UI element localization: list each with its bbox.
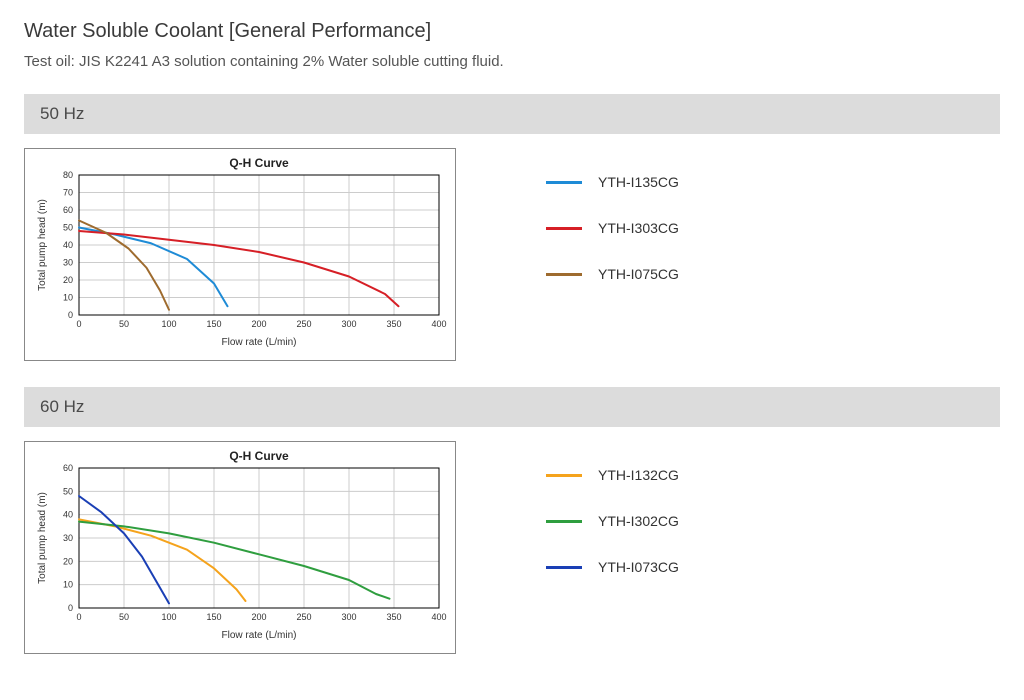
svg-text:50: 50: [119, 612, 129, 622]
legend-swatch: [546, 474, 582, 477]
svg-text:50: 50: [63, 486, 73, 496]
legend-item: YTH-I303CG: [546, 220, 679, 236]
svg-text:Flow rate (L/min): Flow rate (L/min): [221, 337, 296, 348]
legend: YTH-I135CG YTH-I303CG YTH-I075CG: [546, 148, 679, 282]
legend-swatch: [546, 181, 582, 184]
svg-text:Flow rate (L/min): Flow rate (L/min): [221, 630, 296, 641]
svg-text:80: 80: [63, 170, 73, 180]
qh-curve-chart: 0 50 100 150 200 250 300 350 400 0 10 20 30 40 50 60 70 8…: [24, 148, 456, 361]
frequency-header: 60 Hz: [24, 387, 1000, 427]
svg-text:20: 20: [63, 275, 73, 285]
svg-text:10: 10: [63, 580, 73, 590]
svg-text:50: 50: [119, 319, 129, 329]
svg-text:400: 400: [431, 612, 446, 622]
svg-text:200: 200: [251, 319, 266, 329]
svg-text:0: 0: [68, 310, 73, 320]
legend-item: YTH-I075CG: [546, 266, 679, 282]
svg-text:20: 20: [63, 556, 73, 566]
svg-text:30: 30: [63, 258, 73, 268]
svg-text:0: 0: [68, 603, 73, 613]
legend-swatch: [546, 273, 582, 276]
test-oil-text: Test oil: JIS K2241 A3 solution containi…: [24, 53, 1000, 70]
svg-text:150: 150: [206, 612, 221, 622]
panel-row: 0 50 100 150 200 250 300 350 400 0 10 20 30 40 50 60 70 8…: [24, 148, 1000, 361]
svg-text:300: 300: [341, 612, 356, 622]
svg-text:0: 0: [76, 319, 81, 329]
legend-label: YTH-I303CG: [598, 220, 679, 236]
svg-text:150: 150: [206, 319, 221, 329]
legend-swatch: [546, 520, 582, 523]
legend-item: YTH-I073CG: [546, 559, 679, 575]
legend-label: YTH-I132CG: [598, 467, 679, 483]
svg-text:10: 10: [63, 293, 73, 303]
svg-text:250: 250: [296, 612, 311, 622]
legend-swatch: [546, 566, 582, 569]
svg-text:100: 100: [161, 319, 176, 329]
svg-text:350: 350: [386, 612, 401, 622]
svg-text:60: 60: [63, 205, 73, 215]
legend: YTH-I132CG YTH-I302CG YTH-I073CG: [546, 441, 679, 575]
legend-item: YTH-I135CG: [546, 174, 679, 190]
panel-row: 0 50 100 150 200 250 300 350 400 0 10 20 30 40 50 60 Q-H…: [24, 441, 1000, 654]
legend-swatch: [546, 227, 582, 230]
svg-text:70: 70: [63, 188, 73, 198]
svg-text:200: 200: [251, 612, 266, 622]
qh-curve-chart: 0 50 100 150 200 250 300 350 400 0 10 20 30 40 50 60 Q-H…: [24, 441, 456, 654]
svg-text:300: 300: [341, 319, 356, 329]
svg-text:60: 60: [63, 463, 73, 473]
svg-text:0: 0: [76, 612, 81, 622]
legend-label: YTH-I302CG: [598, 513, 679, 529]
legend-label: YTH-I135CG: [598, 174, 679, 190]
svg-text:40: 40: [63, 240, 73, 250]
frequency-header: 50 Hz: [24, 94, 1000, 134]
svg-text:Total pump head (m): Total pump head (m): [37, 492, 48, 584]
section-1: 60 Hz 0 50 100 150 200 250 300 350 400 0 10 20 30 40 50…: [24, 387, 1000, 654]
svg-text:Q-H Curve: Q-H Curve: [229, 156, 289, 170]
legend-label: YTH-I075CG: [598, 266, 679, 282]
svg-text:250: 250: [296, 319, 311, 329]
svg-text:400: 400: [431, 319, 446, 329]
svg-text:350: 350: [386, 319, 401, 329]
legend-item: YTH-I302CG: [546, 513, 679, 529]
page-title: Water Soluble Coolant [General Performan…: [24, 20, 1000, 43]
svg-text:40: 40: [63, 510, 73, 520]
legend-item: YTH-I132CG: [546, 467, 679, 483]
svg-text:30: 30: [63, 533, 73, 543]
legend-label: YTH-I073CG: [598, 559, 679, 575]
svg-text:Q-H Curve: Q-H Curve: [229, 449, 289, 463]
svg-text:50: 50: [63, 223, 73, 233]
svg-text:Total pump head (m): Total pump head (m): [37, 199, 48, 291]
section-0: 50 Hz 0 50 100 150 200 250 300 350 400 0 10 20 30 40 50…: [24, 94, 1000, 361]
svg-text:100: 100: [161, 612, 176, 622]
